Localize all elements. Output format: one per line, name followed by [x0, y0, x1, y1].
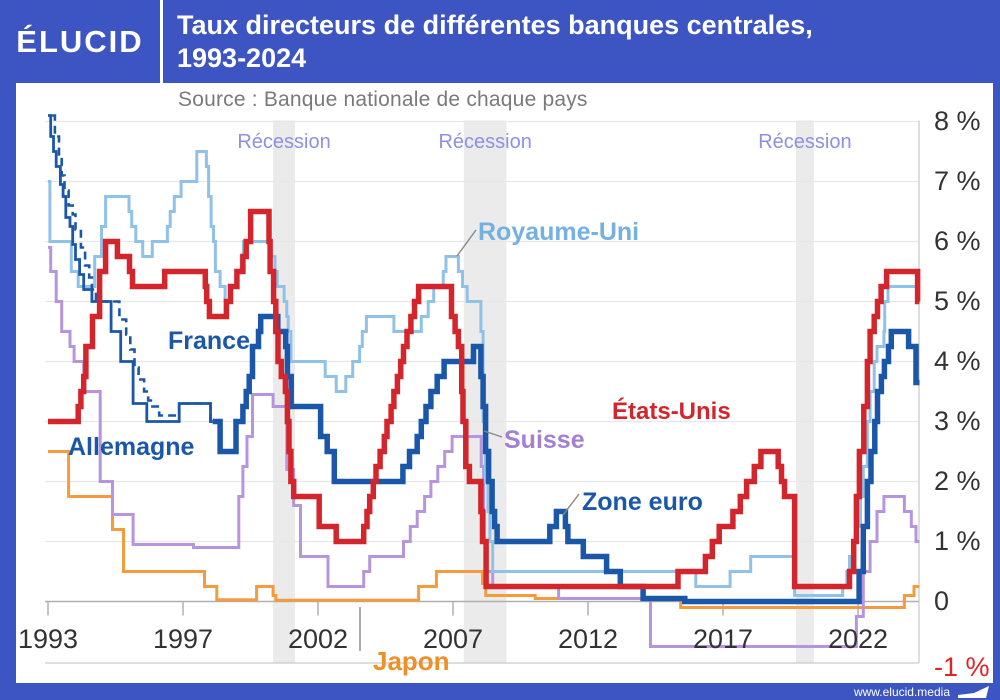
series-label-royaume-uni: Royaume-Uni [478, 218, 639, 246]
y-tick-label: 2 % [934, 466, 981, 496]
y-tick-label: 0 [934, 586, 949, 616]
series-line-france [52, 114, 213, 423]
series-line-japon [48, 450, 920, 609]
label-pointer-royaume-uni [456, 229, 477, 257]
series-label-allemagne: Allemagne [68, 433, 195, 461]
series-label-suisse: Suisse [504, 426, 585, 454]
header-banner: ÉLUCID Taux directeurs de différentes ba… [0, 0, 1000, 83]
footer-url: www.elucid.media [853, 684, 950, 699]
elucid-logo-box: ÉLUCID [0, 0, 160, 83]
label-pointer-zone-euro [562, 493, 580, 516]
series-line-suisse [48, 246, 920, 648]
series-line-allemagne [48, 114, 213, 423]
header-divider [160, 0, 163, 83]
y-tick-label: 7 % [934, 166, 981, 196]
chart-title-line2: 1993-2024 [177, 42, 307, 73]
y-tick-label: 8 % [934, 106, 981, 136]
frame-border-right [993, 0, 1000, 700]
series-label-zone-euro: Zone euro [582, 488, 703, 516]
series-label-france: France [168, 327, 250, 355]
y-tick-label: -1 % [934, 652, 990, 682]
title-box: Taux directeurs de différentes banques c… [163, 0, 1000, 83]
recession-band [796, 120, 814, 663]
y-tick-label: 5 % [934, 286, 981, 316]
x-tick-label: 2012 [558, 624, 618, 654]
x-tick-label: 2007 [423, 624, 483, 654]
y-tick-label: 4 % [934, 346, 981, 376]
recession-label: Récession [237, 131, 330, 153]
series-label-etats-unis: États-Unis [612, 397, 731, 425]
series-line-etats-unis [48, 208, 921, 590]
recession-label: Récession [438, 131, 531, 153]
y-tick-label: 6 % [934, 226, 981, 256]
y-tick-label: 1 % [934, 526, 981, 556]
elucid-arrow-icon [958, 685, 989, 698]
x-tick-label: 2022 [828, 624, 888, 654]
frame-border-left [0, 0, 16, 700]
x-tick-label: 2002 [288, 624, 348, 654]
x-tick-label: 1993 [18, 624, 78, 654]
x-tick-label: 2017 [693, 624, 753, 654]
series-label-japon: Japon [373, 646, 450, 676]
y-tick-label: 3 % [934, 406, 981, 436]
source-note: Source : Banque nationale de chaque pays [178, 88, 588, 111]
elucid-logo: ÉLUCID [16, 23, 144, 59]
footer-bar: www.elucid.media [0, 683, 1000, 700]
x-tick-label: 1997 [153, 624, 213, 654]
label-pointer-suisse [483, 430, 503, 438]
recession-label: Récession [758, 131, 851, 153]
chart-title-line1: Taux directeurs de différentes banques c… [177, 9, 813, 40]
